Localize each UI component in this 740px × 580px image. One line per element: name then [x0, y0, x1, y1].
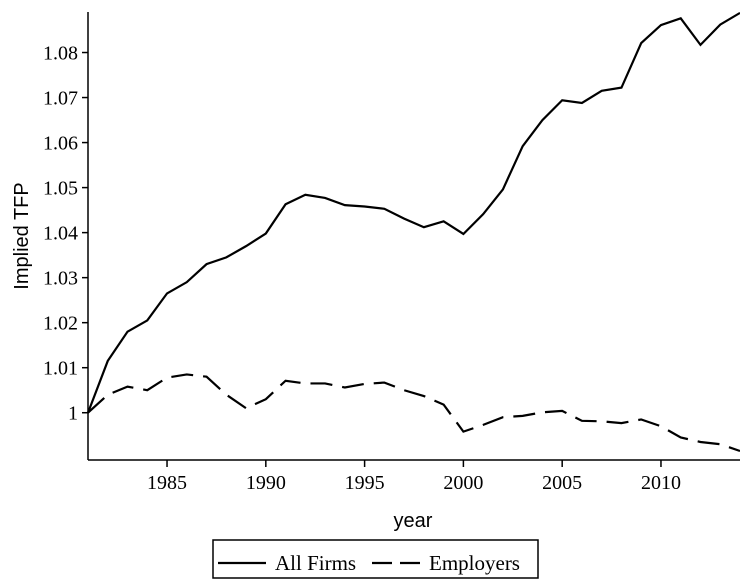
x-tick-label: 2010 [641, 472, 681, 494]
series-line [86, 11, 740, 414]
y-tick-label: 1.02 [43, 313, 78, 335]
y-tick-label: 1.07 [43, 88, 78, 110]
x-tick-label: 2005 [542, 472, 582, 494]
x-tick-label: 1990 [246, 472, 286, 494]
y-tick-label: 1.06 [43, 133, 78, 155]
y-axis-label: Implied TFP [11, 182, 33, 289]
legend-label: All Firms [275, 551, 356, 575]
x-tick-label: 1985 [147, 472, 187, 494]
legend-label: Employers [429, 551, 520, 575]
x-axis-label: year [394, 510, 433, 532]
y-tick-label: 1.04 [43, 223, 78, 245]
series-line [87, 373, 740, 453]
y-tick-label: 1.08 [43, 43, 78, 65]
y-tick-label: 1 [68, 403, 78, 425]
x-tick-label: 1995 [345, 472, 385, 494]
x-tick-label: 2000 [443, 472, 483, 494]
y-tick-label: 1.01 [43, 358, 78, 380]
legend-box [212, 539, 539, 579]
y-tick-label: 1.03 [43, 268, 78, 290]
y-tick-label: 1.05 [43, 178, 78, 200]
